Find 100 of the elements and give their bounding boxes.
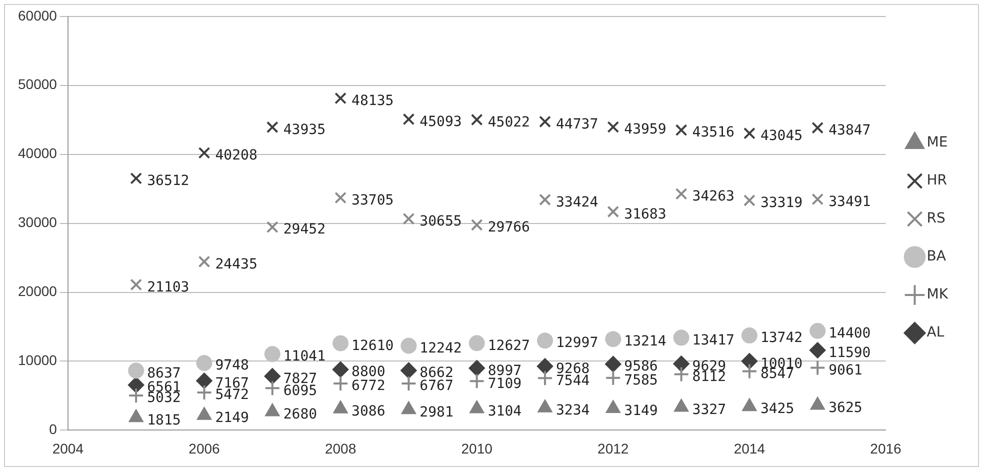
point	[743, 194, 756, 206]
y-tick-label: 20000	[18, 283, 58, 300]
y-tick-label: 10000	[18, 352, 58, 368]
point	[468, 373, 485, 390]
point	[539, 116, 551, 128]
data-label: 21103	[147, 279, 190, 296]
data-label: 6095	[283, 382, 318, 399]
point	[673, 356, 690, 372]
point	[675, 124, 688, 136]
x-tick-label: 2008	[324, 440, 356, 456]
point	[812, 193, 824, 206]
data-label: 12242	[420, 340, 462, 356]
x-tick-label: 2014	[734, 440, 766, 456]
point	[675, 188, 688, 200]
data-label: 9748	[215, 358, 249, 374]
point	[266, 121, 278, 134]
data-label: 9586	[624, 358, 658, 375]
point	[605, 331, 622, 348]
point	[264, 380, 280, 396]
point	[196, 372, 212, 389]
data-label: 33424	[556, 194, 598, 210]
point	[332, 375, 349, 392]
point	[332, 335, 349, 352]
x-tick-label: 2016	[870, 440, 902, 456]
x-tick-label: 2012	[598, 440, 629, 456]
point	[673, 366, 690, 382]
data-label: 3104	[488, 403, 522, 420]
data-label: 9061	[828, 362, 862, 378]
point	[130, 172, 142, 184]
point	[468, 360, 485, 376]
point	[741, 363, 758, 380]
data-label: 36512	[147, 173, 190, 190]
y-tick-label: 0	[49, 421, 58, 438]
point	[128, 362, 144, 379]
point	[196, 354, 212, 371]
legend-label: HR	[926, 172, 948, 189]
data-label: 13214	[624, 334, 666, 350]
data-label: 45093	[420, 114, 462, 130]
point	[196, 384, 212, 400]
point	[198, 146, 210, 159]
data-label: 44737	[556, 116, 598, 132]
y-tick-label: 40000	[18, 145, 58, 162]
data-label: 40208	[215, 148, 258, 164]
data-label: 1815	[147, 412, 181, 428]
data-label: 33319	[760, 195, 803, 212]
point	[402, 113, 415, 126]
point	[810, 342, 826, 358]
data-label: 45022	[488, 114, 530, 130]
data-label: 11041	[283, 348, 326, 365]
y-tick-label: 50000	[18, 76, 58, 92]
point	[400, 338, 417, 354]
legend-label: RS	[926, 210, 946, 227]
data-label: 34263	[692, 188, 734, 205]
y-tick-label: 60000	[18, 7, 58, 24]
y-tick-label: 30000	[18, 214, 58, 230]
point	[810, 360, 826, 376]
data-label: 29452	[283, 222, 326, 238]
data-label: 48135	[352, 92, 394, 109]
data-label: 12610	[352, 338, 394, 354]
point	[128, 387, 144, 404]
data-label: 12627	[488, 338, 530, 354]
data-label: 43935	[283, 122, 326, 138]
point	[402, 212, 415, 225]
data-label: 3327	[692, 402, 726, 418]
point	[536, 358, 553, 374]
point	[536, 370, 553, 386]
data-label: 33705	[352, 192, 394, 208]
data-label: 8800	[352, 364, 386, 380]
data-label: 13417	[692, 332, 734, 348]
legend-label: AL	[926, 324, 944, 341]
data-label: 2149	[215, 410, 249, 426]
point	[607, 121, 620, 133]
data-label: 43847	[828, 122, 871, 138]
x-tick-label: 2004	[52, 440, 84, 456]
point	[264, 368, 280, 384]
data-label: 7544	[556, 372, 590, 389]
data-label: 7585	[624, 372, 658, 389]
data-label: 8637	[147, 365, 181, 382]
data-label: 3234	[556, 402, 590, 419]
point	[468, 335, 485, 352]
point	[539, 194, 551, 206]
data-label: 3149	[624, 403, 658, 420]
data-label: 43959	[624, 122, 666, 138]
data-label: 3625	[828, 400, 862, 416]
data-label: 3425	[760, 401, 794, 418]
point	[810, 322, 826, 339]
point	[332, 362, 349, 378]
data-label: 29766	[488, 220, 530, 236]
point	[673, 330, 690, 346]
point	[607, 206, 620, 218]
data-label: 2680	[283, 406, 318, 422]
data-label: 11590	[828, 344, 871, 361]
legend-label: BA	[926, 248, 946, 265]
point	[605, 370, 622, 386]
x-tick-label: 2010	[461, 440, 493, 456]
point	[400, 362, 417, 378]
legend-label: MK	[926, 286, 949, 303]
data-label: 3086	[352, 404, 386, 420]
data-label: 13742	[760, 330, 803, 346]
data-label: 33491	[828, 194, 871, 210]
